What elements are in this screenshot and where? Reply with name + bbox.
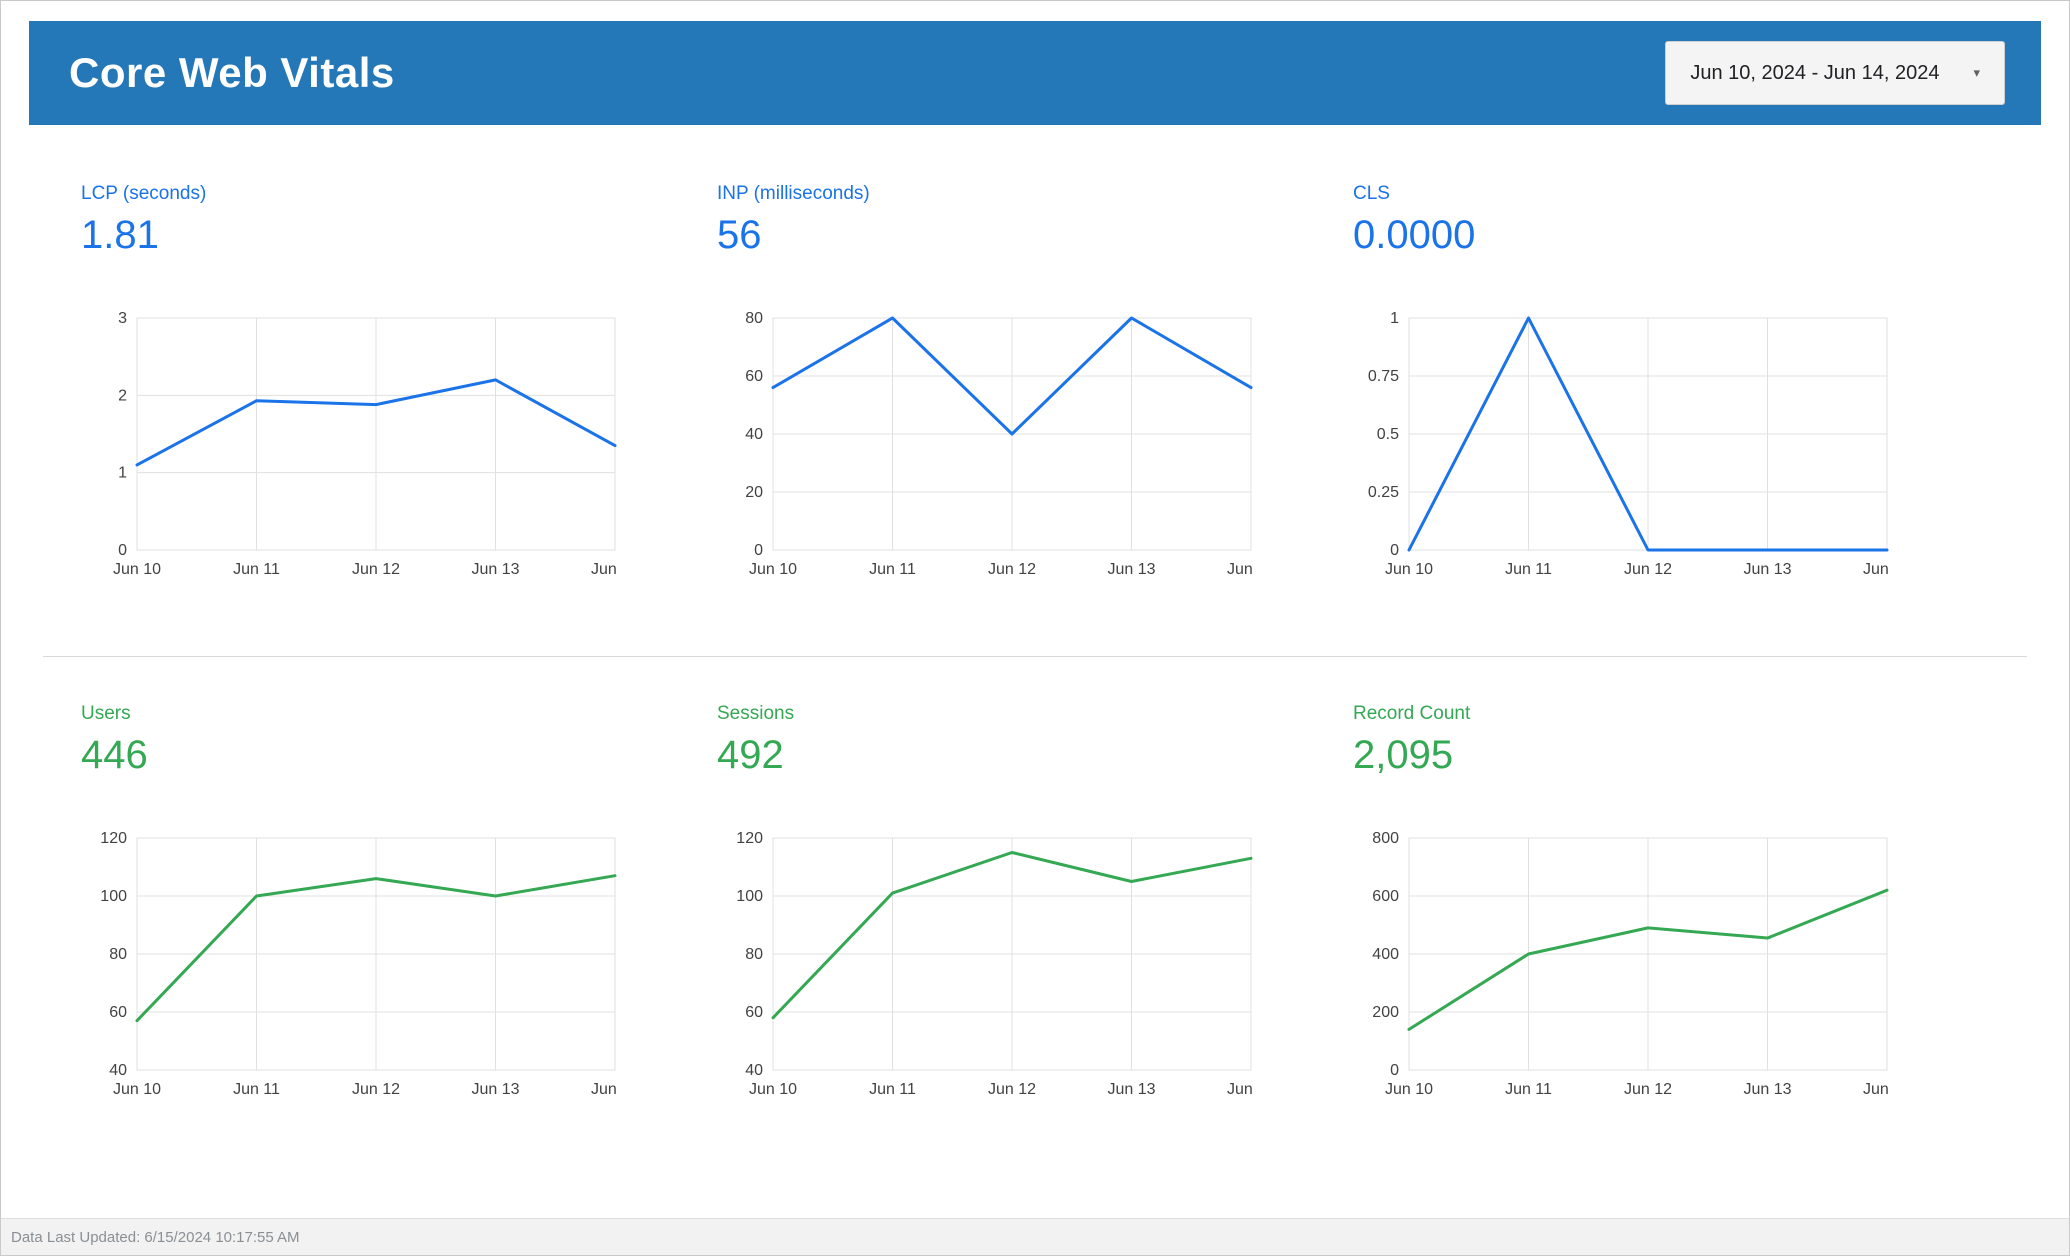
header: Core Web Vitals Jun 10, 2024 - Jun 14, 2… (29, 21, 2041, 125)
svg-text:0.5: 0.5 (1377, 426, 1399, 443)
svg-text:Jun 14: Jun 14 (591, 1081, 621, 1098)
lcp-line-chart: 0 1 2 3 Jun 10 Jun 11 Jun 12 Jun 13 Jun 14 (113, 310, 621, 578)
svg-text:0: 0 (1390, 542, 1399, 559)
metric-label: INP (milliseconds) (717, 183, 870, 204)
svg-text:Jun 13: Jun 13 (1743, 561, 1791, 578)
svg-text:Jun 13: Jun 13 (1743, 1081, 1791, 1098)
svg-text:800: 800 (1372, 830, 1399, 847)
metric-value: 446 (81, 733, 148, 777)
metric-card-sessions: Sessions 492 40 60 80 100 120 Jun 10 Jun 11 Jun… (717, 703, 1353, 1106)
svg-text:0.75: 0.75 (1368, 368, 1399, 385)
metric-value: 0.0000 (1353, 213, 1476, 257)
inp-line-chart: 0 20 40 60 80 Jun 10 Jun 11 Jun 12 Jun 13 Jun 14 (745, 310, 1257, 578)
svg-text:Jun 12: Jun 12 (352, 561, 400, 578)
svg-text:Jun 10: Jun 10 (749, 561, 797, 578)
svg-text:Jun 12: Jun 12 (1624, 1081, 1672, 1098)
svg-text:100: 100 (100, 888, 127, 905)
svg-text:0: 0 (1390, 1062, 1399, 1079)
section-divider (43, 656, 2027, 657)
metric-card-users: Users 446 40 60 80 100 120 Jun 10 Jun 11 Jun 12… (81, 703, 717, 1106)
svg-text:Jun 11: Jun 11 (233, 1081, 280, 1098)
svg-text:100: 100 (736, 888, 763, 905)
svg-text:1: 1 (1390, 310, 1399, 327)
svg-text:80: 80 (745, 946, 763, 963)
svg-text:Jun 10: Jun 10 (113, 561, 161, 578)
svg-text:Jun 14: Jun 14 (591, 561, 621, 578)
svg-text:400: 400 (1372, 946, 1399, 963)
svg-text:Jun 10: Jun 10 (1385, 1081, 1433, 1098)
svg-text:120: 120 (100, 830, 127, 847)
sessions-line-chart: 40 60 80 100 120 Jun 10 Jun 11 Jun 12 Jun 13 Jun … (736, 830, 1257, 1098)
svg-text:2: 2 (118, 387, 127, 404)
traffic-row: Users 446 40 60 80 100 120 Jun 10 Jun 11 Jun 12… (1, 703, 2069, 1106)
svg-text:20: 20 (745, 484, 763, 501)
svg-text:Jun 11: Jun 11 (1505, 561, 1552, 578)
svg-text:60: 60 (745, 368, 763, 385)
svg-text:40: 40 (109, 1062, 127, 1079)
svg-text:Jun 14: Jun 14 (1227, 1081, 1257, 1098)
svg-text:Jun 10: Jun 10 (1385, 561, 1433, 578)
metric-card-record-count: Record Count 2,095 0 200 400 600 800 Jun 10 Ju… (1353, 703, 1989, 1106)
svg-text:Jun 10: Jun 10 (113, 1081, 161, 1098)
svg-text:Jun 13: Jun 13 (1107, 561, 1155, 578)
svg-text:80: 80 (745, 310, 763, 327)
svg-text:60: 60 (109, 1004, 127, 1021)
vitals-row: LCP (seconds) 1.81 0 1 2 3 Jun 10 Jun 11 Jun 1… (1, 183, 2069, 586)
svg-text:Jun 12: Jun 12 (988, 561, 1036, 578)
svg-text:Jun 13: Jun 13 (471, 561, 519, 578)
svg-text:Jun 11: Jun 11 (233, 561, 280, 578)
svg-text:80: 80 (109, 946, 127, 963)
svg-text:Jun 14: Jun 14 (1863, 1081, 1893, 1098)
svg-text:Jun 14: Jun 14 (1227, 561, 1257, 578)
last-updated-text: Data Last Updated: 6/15/2024 10:17:55 AM (11, 1228, 300, 1246)
svg-text:600: 600 (1372, 888, 1399, 905)
svg-text:Jun 11: Jun 11 (869, 1081, 916, 1098)
svg-text:0: 0 (754, 542, 763, 559)
metric-card-lcp: LCP (seconds) 1.81 0 1 2 3 Jun 10 Jun 11 Jun 1… (81, 183, 717, 586)
cls-line-chart: 0 0.25 0.5 0.75 1 Jun 10 Jun 11 Jun 12 Jun 13 Jun… (1368, 310, 1893, 578)
svg-text:1: 1 (118, 465, 127, 482)
svg-text:Jun 11: Jun 11 (1505, 1081, 1552, 1098)
record-count-line-chart: 0 200 400 600 800 Jun 10 Jun 11 Jun 12 Jun 13 Jun… (1372, 830, 1893, 1098)
footer: Data Last Updated: 6/15/2024 10:17:55 AM (1, 1218, 2069, 1255)
svg-text:Jun 14: Jun 14 (1863, 561, 1893, 578)
svg-text:40: 40 (745, 1062, 763, 1079)
svg-text:Jun 13: Jun 13 (471, 1081, 519, 1098)
svg-text:0.25: 0.25 (1368, 484, 1399, 501)
date-range-picker[interactable]: Jun 10, 2024 - Jun 14, 2024 ▾ (1665, 41, 2005, 105)
svg-text:Jun 12: Jun 12 (352, 1081, 400, 1098)
page-title: Core Web Vitals (69, 49, 395, 96)
metric-value: 56 (717, 213, 762, 257)
svg-text:Jun 12: Jun 12 (988, 1081, 1036, 1098)
metric-label: Record Count (1353, 703, 1471, 724)
svg-text:120: 120 (736, 830, 763, 847)
svg-text:60: 60 (745, 1004, 763, 1021)
metric-value: 492 (717, 733, 784, 777)
metric-label: CLS (1353, 183, 1390, 204)
metric-label: Users (81, 703, 131, 724)
svg-text:Jun 11: Jun 11 (869, 561, 916, 578)
users-line-chart: 40 60 80 100 120 Jun 10 Jun 11 Jun 12 Jun 13 Jun … (100, 830, 621, 1098)
svg-text:Jun 10: Jun 10 (749, 1081, 797, 1098)
metric-label: LCP (seconds) (81, 183, 207, 204)
svg-text:Jun 13: Jun 13 (1107, 1081, 1155, 1098)
metric-value: 1.81 (81, 213, 159, 257)
metric-card-inp: INP (milliseconds) 56 0 20 40 60 80 Jun 10 Jun… (717, 183, 1353, 586)
date-range-label: Jun 10, 2024 - Jun 14, 2024 (1690, 61, 1940, 84)
metric-value: 2,095 (1353, 733, 1454, 777)
svg-text:40: 40 (745, 426, 763, 443)
metric-label: Sessions (717, 703, 795, 724)
svg-text:Jun 12: Jun 12 (1624, 561, 1672, 578)
svg-text:3: 3 (118, 310, 127, 327)
svg-text:0: 0 (118, 542, 127, 559)
svg-text:200: 200 (1372, 1004, 1399, 1021)
metric-card-cls: CLS 0.0000 0 0.25 0.5 0.75 1 Jun 10 Jun 11 Jun … (1353, 183, 1989, 586)
dropdown-caret-icon: ▾ (1973, 65, 1980, 80)
